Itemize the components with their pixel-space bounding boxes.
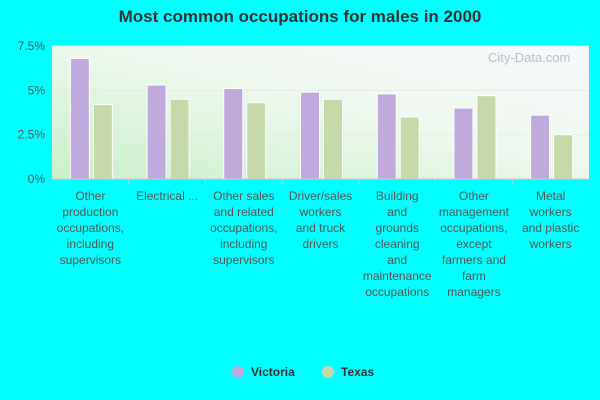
legend-swatch-texas xyxy=(322,366,334,378)
bar-texas-3 xyxy=(323,98,343,180)
y-tick-label: 2.5% xyxy=(18,128,46,142)
category-label: Driver/sales workers and truck drivers xyxy=(289,189,352,251)
plot-area xyxy=(52,46,589,179)
bar-victoria-3 xyxy=(300,91,320,180)
category-label: Other management occupations, except farmers… xyxy=(439,189,510,299)
y-tick-label: 0% xyxy=(28,172,46,186)
bar-victoria-6 xyxy=(530,114,551,180)
category-label: Metal workers and plastic workers xyxy=(522,189,579,251)
watermark: City-Data.com xyxy=(488,50,570,65)
bar-texas-1 xyxy=(169,98,190,180)
bar-texas-0 xyxy=(92,104,113,180)
category-label: Other sales and related occupations, includ… xyxy=(210,189,277,267)
bar-texas-2 xyxy=(246,102,267,180)
legend-label-victoria: Victoria xyxy=(251,365,295,379)
bar-victoria-1 xyxy=(146,84,167,180)
chart-title: Most common occupations for males in 200… xyxy=(118,7,482,26)
legend-label-texas: Texas xyxy=(341,365,374,379)
bar-victoria-2 xyxy=(223,88,244,180)
category-label: Other production occupations, including supe… xyxy=(57,189,124,267)
bar-victoria-4 xyxy=(376,93,397,180)
bar-victoria-0 xyxy=(69,57,90,180)
category-label: Electrical ... xyxy=(136,189,198,203)
bar-victoria-5 xyxy=(453,107,474,180)
y-tick-label: 7.5% xyxy=(18,39,46,53)
legend-swatch-victoria xyxy=(232,366,244,378)
bar-texas-4 xyxy=(399,116,420,180)
bar-texas-6 xyxy=(553,134,574,180)
bar-texas-5 xyxy=(476,95,497,180)
y-tick-label: 5% xyxy=(28,83,46,97)
category-label: Building and grounds cleaning and maintenance… xyxy=(363,189,432,299)
